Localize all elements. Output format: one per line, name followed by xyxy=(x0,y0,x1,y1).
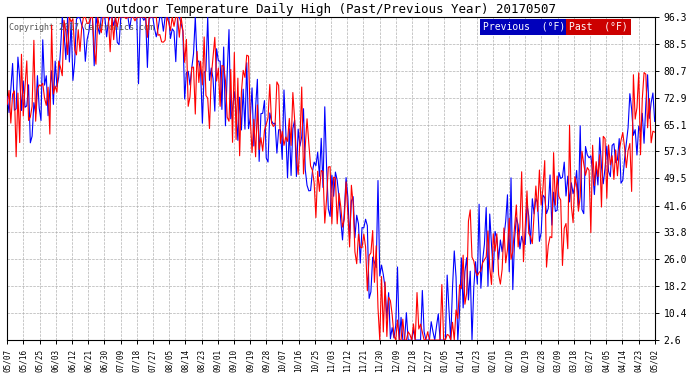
Text: Previous  (°F): Previous (°F) xyxy=(483,22,565,32)
Title: Outdoor Temperature Daily High (Past/Previous Year) 20170507: Outdoor Temperature Daily High (Past/Pre… xyxy=(106,3,556,16)
Text: Past  (°F): Past (°F) xyxy=(569,22,628,32)
Text: Copyright 2017 Cartronics.com: Copyright 2017 Cartronics.com xyxy=(8,23,154,32)
